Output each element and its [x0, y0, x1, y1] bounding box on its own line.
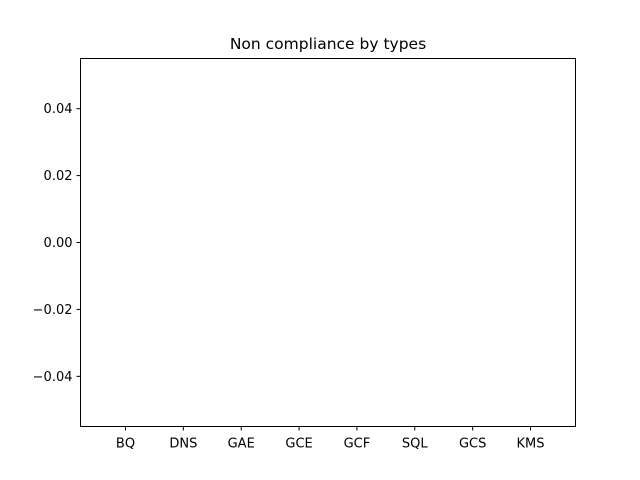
x-tick-label: GCS	[459, 437, 486, 452]
x-axis: BQ DNS GAE GCE GCF SQL GCS KMS	[116, 426, 545, 452]
x-tick-label: DNS	[169, 437, 197, 452]
x-tick-label: GAE	[228, 437, 255, 452]
y-tick-label: −0.02	[33, 303, 73, 318]
x-tick-label: GCE	[285, 437, 312, 452]
x-tick-label: KMS	[517, 437, 545, 452]
y-tick-label: −0.04	[33, 370, 73, 385]
y-axis: 0.04 0.02 0.00 −0.02 −0.04	[33, 102, 81, 385]
x-tick-label: BQ	[116, 437, 135, 452]
y-tick-label: 0.02	[44, 169, 73, 184]
y-tick-label: 0.00	[44, 236, 73, 251]
x-tick-label: SQL	[402, 437, 428, 452]
chart-title: Non compliance by types	[230, 35, 426, 53]
x-tick-label: GCF	[344, 437, 371, 452]
y-tick-label: 0.04	[44, 102, 73, 117]
